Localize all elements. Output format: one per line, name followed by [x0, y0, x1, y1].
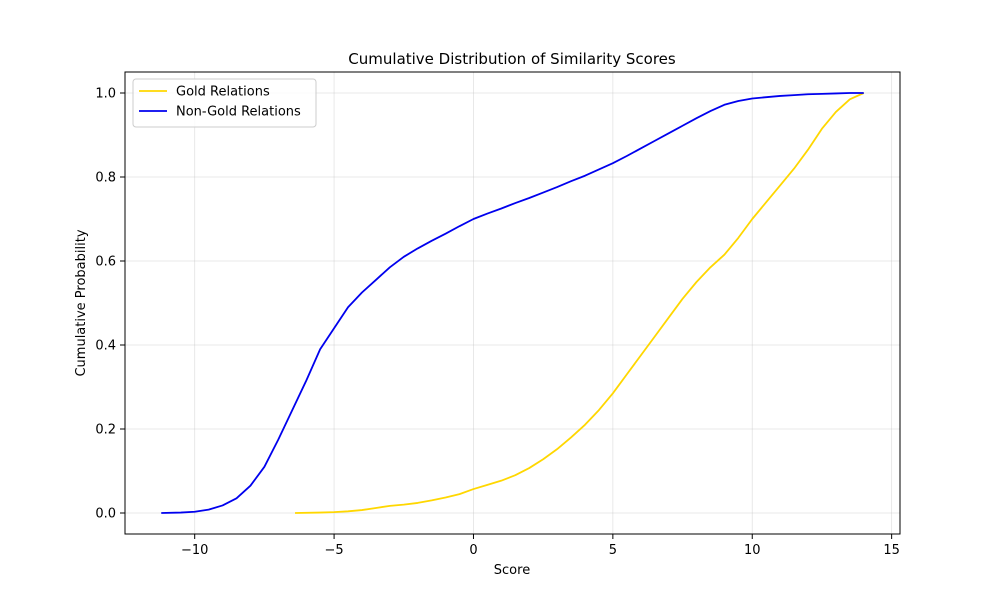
y-tick-label: 1.0 — [95, 87, 116, 102]
plot-frame — [124, 71, 901, 535]
y-tick-label: 0.6 — [95, 255, 116, 270]
x-axis: −10 −5 0 5 10 15 — [181, 534, 900, 558]
x-tick-label: 10 — [744, 543, 761, 558]
legend-entry-label: Non-Gold Relations — [176, 105, 301, 120]
legend: Gold Relations Non-Gold Relations — [132, 78, 317, 128]
x-tick-label: 5 — [609, 543, 617, 558]
x-tick-label: −10 — [181, 543, 208, 558]
y-tick-label: 0.2 — [95, 423, 116, 438]
series-line-gold — [295, 92, 865, 514]
x-tick-label: −5 — [324, 543, 343, 558]
y-axis: 0.0 0.2 0.4 0.6 0.8 1.0 — [95, 87, 125, 522]
x-tick-label: 15 — [883, 543, 900, 558]
legend-box — [132, 78, 317, 128]
chart-title: Cumulative Distribution of Similarity Sc… — [348, 50, 676, 68]
grid — [125, 72, 900, 534]
x-tick-label: 0 — [469, 543, 477, 558]
y-axis-label: Cumulative Probability — [74, 229, 89, 376]
series-layer — [161, 92, 865, 514]
y-tick-label: 0.0 — [95, 507, 116, 522]
legend-entry-label: Gold Relations — [176, 85, 270, 100]
y-tick-label: 0.8 — [95, 171, 116, 186]
series-line-non-gold — [161, 92, 864, 514]
y-tick-label: 0.4 — [95, 339, 116, 354]
x-axis-label: Score — [494, 563, 530, 578]
